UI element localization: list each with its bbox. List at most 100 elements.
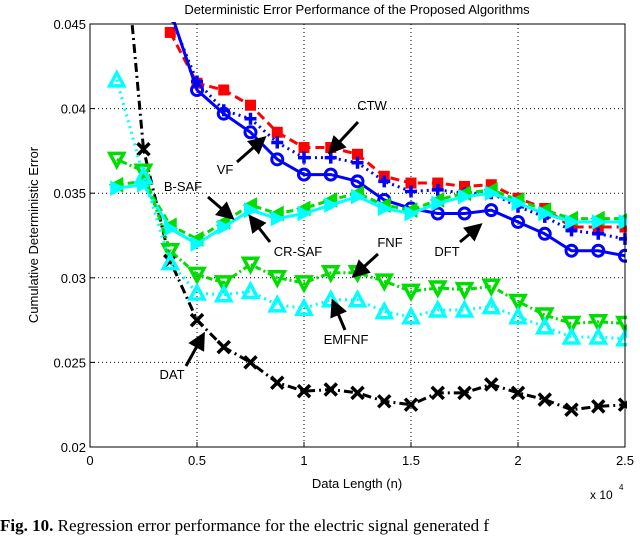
marker-triangle-up xyxy=(401,306,421,325)
y-tick-label: 0.025 xyxy=(53,355,86,370)
marker-triangle-right xyxy=(511,195,527,212)
marker-x xyxy=(189,312,205,328)
annotations: CTW VF B-SAF CR-SAF FNF DFT EMFNF DAT xyxy=(159,98,483,382)
marker-circle xyxy=(484,203,499,218)
marker-circle xyxy=(430,206,445,221)
marker-plus xyxy=(351,156,364,169)
marker-triangle-up xyxy=(187,282,207,301)
marker-triangle-down xyxy=(320,264,341,284)
annotation-arrow xyxy=(184,331,205,367)
marker-triangle-right xyxy=(591,214,607,230)
series-dft xyxy=(172,22,627,263)
marker-triangle-down xyxy=(106,151,127,171)
marker-triangle-up xyxy=(213,284,234,303)
x-tick-label: 2.5 xyxy=(616,453,634,468)
marker-triangle-up xyxy=(481,295,502,315)
marker-circle xyxy=(270,152,285,167)
marker-triangle-right xyxy=(404,205,420,222)
y-tick-label: 0.02 xyxy=(61,440,86,455)
marker-square xyxy=(164,26,176,38)
plot-frame xyxy=(89,23,626,448)
y-tick-label: 0.04 xyxy=(61,102,86,117)
y-tick-label: 0.045 xyxy=(53,17,86,32)
annotation-arrow xyxy=(327,120,360,155)
marker-triangle-down xyxy=(481,278,502,297)
marker-x xyxy=(243,355,258,370)
marker-x xyxy=(216,339,231,355)
marker-triangle-up xyxy=(106,69,127,88)
series-line xyxy=(168,31,625,229)
marker-triangle-right xyxy=(538,205,553,222)
series-cr-saf xyxy=(110,176,627,252)
marker-triangle-down xyxy=(133,163,154,182)
marker-triangle-right xyxy=(217,219,232,235)
marker-plus xyxy=(164,10,176,22)
marker-circle xyxy=(297,167,311,182)
annotation-arrow xyxy=(236,136,267,164)
marker-triangle-up xyxy=(561,326,582,345)
marker-triangle-up xyxy=(320,289,341,308)
marker-x xyxy=(377,394,392,409)
marker-circle xyxy=(216,106,231,121)
marker-triangle-down xyxy=(454,281,475,301)
marker-triangle-up xyxy=(160,251,181,271)
axis-ticks: 0 0.5 1 1.5 2 2.5 0.02 0.025 0.03 0.035 0.04 0.045 xyxy=(53,17,634,468)
x-tick-label: 2 xyxy=(514,453,521,468)
marker-triangle-up xyxy=(347,289,368,308)
marker-plus xyxy=(431,183,444,196)
marker-triangle-down xyxy=(588,314,609,333)
y-tick-label: 0.03 xyxy=(61,271,86,286)
marker-triangle-down xyxy=(427,280,448,299)
marker-triangle-right xyxy=(270,210,286,227)
marker-triangle-up xyxy=(427,299,448,318)
marker-triangle-down xyxy=(401,283,421,303)
marker-triangle-up xyxy=(534,316,555,335)
marker-triangle-right xyxy=(484,185,500,202)
marker-x xyxy=(564,402,579,418)
x-multiplier-exponent: 4 xyxy=(619,483,624,492)
annotation-arrow xyxy=(459,223,483,244)
marker-triangle-right xyxy=(431,195,446,212)
marker-triangle-down xyxy=(213,275,234,294)
figure-caption: Fig. 10. Regression error performance fo… xyxy=(0,516,489,536)
annotation-arrow xyxy=(351,252,380,279)
marker-plus xyxy=(244,112,257,125)
annotation-arrow xyxy=(207,195,235,220)
x-tick-label: 1 xyxy=(300,453,307,468)
annotation-label: EMFNF xyxy=(324,332,369,347)
marker-triangle-right xyxy=(110,180,125,196)
marker-x xyxy=(537,392,552,407)
marker-x xyxy=(136,141,151,157)
marker-triangle-right xyxy=(244,202,259,218)
marker-triangle-up xyxy=(294,297,314,317)
marker-plus xyxy=(592,227,605,240)
x-multiplier: x 10 4 xyxy=(590,483,624,502)
marker-x xyxy=(484,377,499,392)
y-tick-label: 0.035 xyxy=(53,186,86,201)
marker-x xyxy=(430,385,445,401)
marker-circle xyxy=(323,167,338,182)
marker-triangle-down xyxy=(294,275,314,294)
marker-circle xyxy=(537,226,552,241)
annotation-label: DAT xyxy=(159,367,184,382)
x-tick-label: 0.5 xyxy=(188,453,206,468)
marker-triangle-down xyxy=(160,242,181,262)
marker-plus xyxy=(298,151,310,164)
marker-triangle-down xyxy=(508,293,528,313)
marker-x xyxy=(270,375,285,390)
marker-triangle-right xyxy=(297,205,313,222)
marker-triangle-right xyxy=(351,188,366,205)
annotation-arrow xyxy=(330,298,347,331)
series-group xyxy=(106,10,627,418)
series-ctw xyxy=(164,26,627,233)
marker-triangle-up xyxy=(133,165,154,185)
marker-triangle-up xyxy=(374,300,395,320)
caption-text: Regression error performance for the ele… xyxy=(57,516,490,535)
series-emfnf xyxy=(106,69,627,347)
y-axis-label: Cumulative Deterministic Error xyxy=(26,146,41,323)
marker-x xyxy=(323,382,338,397)
x-tick-label: 1.5 xyxy=(402,453,420,468)
x-multiplier-base: x 10 xyxy=(590,488,613,502)
marker-circle xyxy=(591,243,606,258)
